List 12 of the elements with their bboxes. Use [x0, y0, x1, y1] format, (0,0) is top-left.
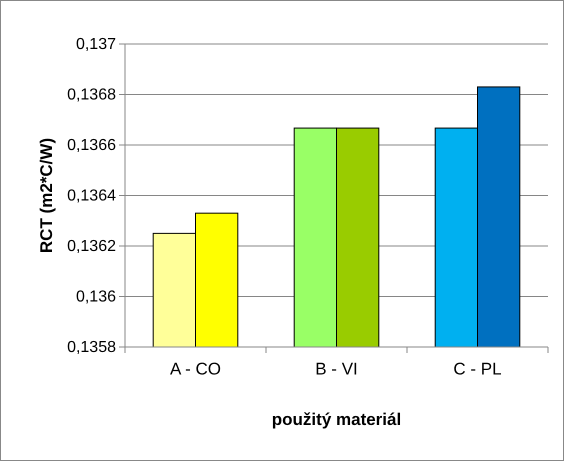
y-axis-title: RCT (m2*C/W) — [37, 138, 56, 254]
y-tick-label: 0,1358 — [67, 339, 116, 356]
y-tick-label: 0,1362 — [67, 238, 116, 256]
x-tick-label: C - PL — [453, 360, 502, 379]
y-tick-label: 0,1366 — [67, 137, 116, 154]
y-tick-label: 0,1364 — [67, 188, 116, 205]
y-tick-label: 0,1368 — [67, 86, 116, 104]
y-tick-label: 0,136 — [76, 288, 116, 306]
x-tick-label: B - VI — [315, 360, 358, 379]
x-axis-title: použitý materiál — [272, 410, 402, 429]
y-tick-label: 0,137 — [76, 36, 116, 54]
x-tick-label: A - CO — [170, 360, 222, 379]
